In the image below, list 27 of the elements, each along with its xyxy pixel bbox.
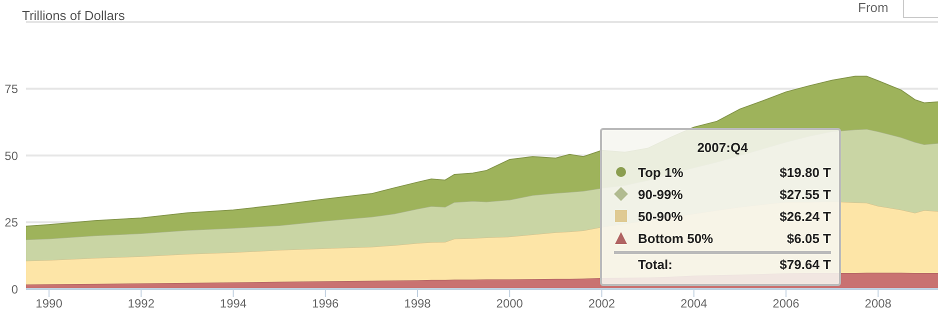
legend-label: 90-99%	[638, 186, 684, 202]
text: From	[858, 0, 888, 15]
x-tick-label: 2006	[772, 296, 800, 311]
y-tick-label: 0	[11, 282, 18, 296]
x-tick-label: 1992	[128, 296, 155, 311]
y-tick-label: 75	[4, 82, 18, 96]
x-tick-label: 1996	[312, 296, 340, 311]
annotation: 2007:Q4	[696, 140, 749, 155]
annotation: Total:	[638, 257, 674, 272]
x-tick-label: 2004	[680, 296, 708, 311]
legend-label: Top 1%	[638, 164, 684, 180]
x-tick-label: 1998	[404, 296, 432, 311]
y-axis-title: Trillions of Dollars	[22, 8, 125, 23]
annotation: $26.24 T	[780, 208, 831, 224]
annotation: $6.05 T	[786, 230, 831, 246]
y-tick-label: 50	[4, 148, 18, 163]
legend-label: Bottom 50%	[638, 230, 714, 246]
x-tick-label: 2008	[864, 296, 892, 311]
x-tick-label: 2000	[496, 296, 524, 311]
annotation: $19.80 T	[780, 164, 831, 180]
x-tick-label: 1994	[220, 296, 247, 311]
y-tick-label: 25	[4, 216, 18, 230]
x-tick-label: 1990	[36, 296, 63, 311]
x-tick-label: 2002	[588, 296, 616, 311]
annotation: $79.64 T	[780, 257, 831, 272]
legend-label: 50-90%	[638, 208, 684, 224]
annotation: $27.55 T	[780, 186, 831, 202]
